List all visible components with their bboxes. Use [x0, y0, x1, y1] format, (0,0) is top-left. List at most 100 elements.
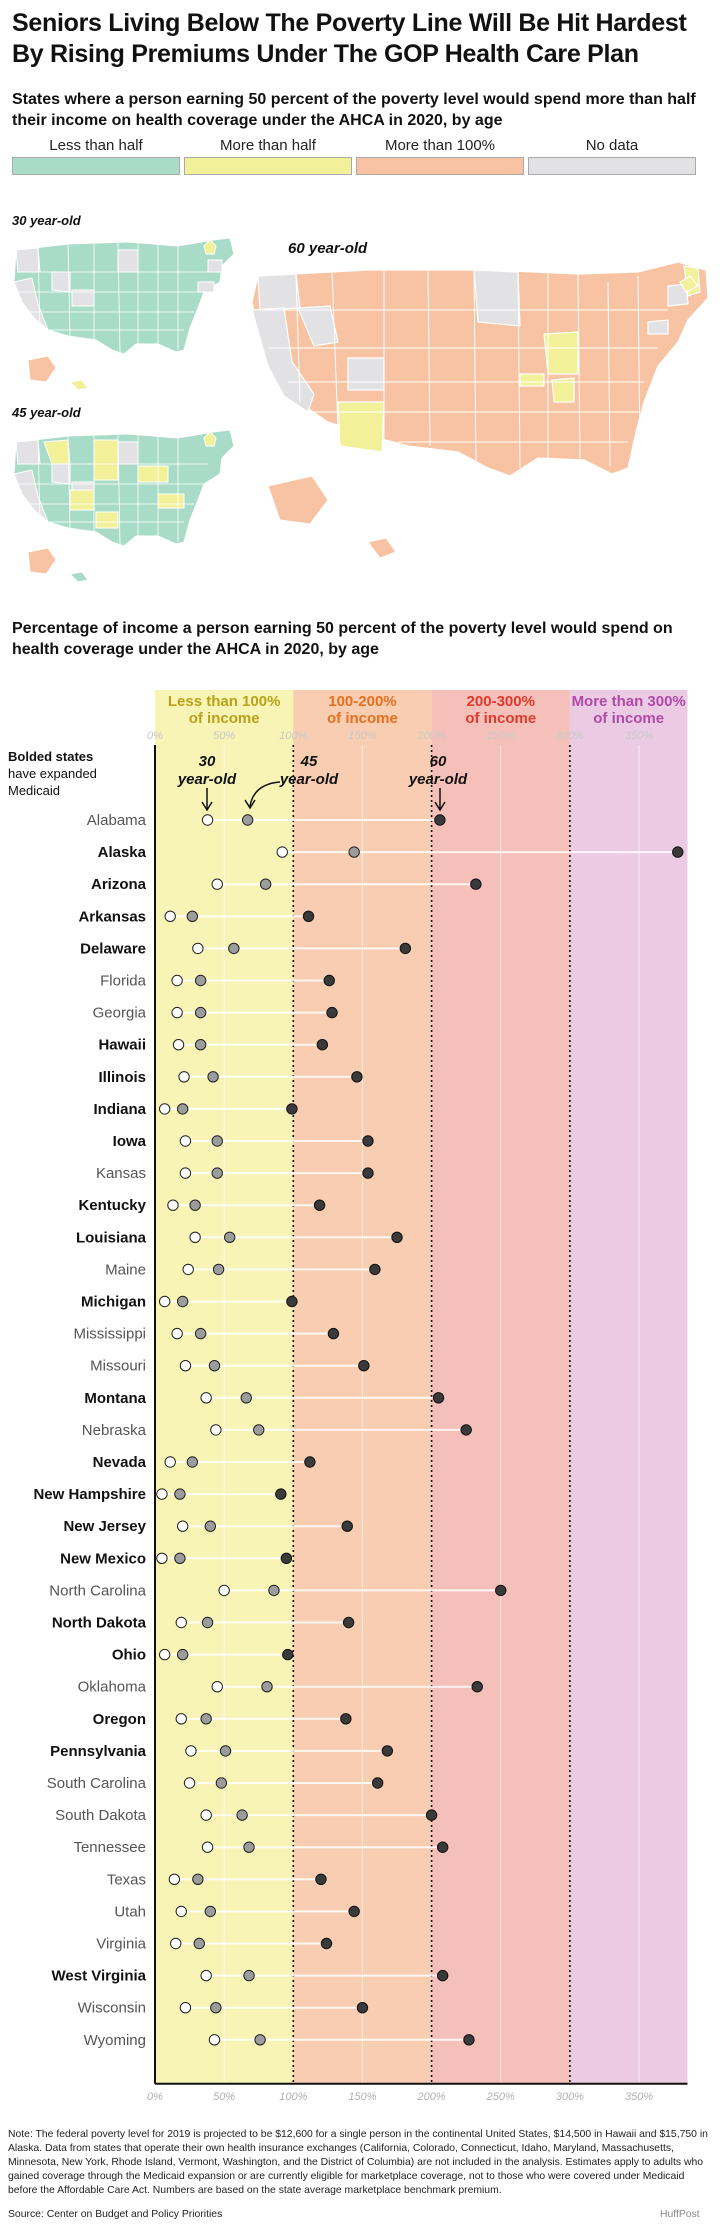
- map-label-45: 45 year-old: [12, 405, 81, 420]
- dot-45-34: [204, 1905, 217, 1918]
- state-label-1: Alaska: [98, 844, 147, 861]
- dot-45-8: [207, 1071, 219, 1083]
- dot-30-3: [164, 910, 176, 923]
- annotation-60-line1: 60: [430, 753, 447, 770]
- state-label-20: Nevada: [93, 1454, 147, 1471]
- dot-30-22: [176, 1520, 189, 1532]
- dot-30-33: [168, 1873, 181, 1886]
- dot-60-3: [302, 910, 315, 923]
- x-tick-top-3: 150%: [348, 730, 376, 742]
- dot-30-17: [179, 1360, 192, 1372]
- state-label-25: North Dakota: [52, 1615, 147, 1632]
- dot-60-29: [381, 1745, 394, 1757]
- map-subtitle: States where a person earning 50 percent…: [12, 91, 696, 129]
- state-label-13: Louisiana: [76, 1229, 147, 1246]
- dot-45-21: [174, 1488, 186, 1500]
- x-tick-top-6: 300%: [556, 730, 584, 742]
- dot-45-20: [186, 1456, 199, 1468]
- credit-logo: HuffPost: [660, 2209, 700, 2220]
- dot-30-19: [210, 1424, 222, 1436]
- state-label-26: Ohio: [112, 1647, 146, 1664]
- dot-45-27: [261, 1681, 273, 1693]
- dot-30-18: [200, 1392, 212, 1404]
- dot-60-38: [463, 2034, 475, 2046]
- x-tick-bottom-5: 250%: [486, 2091, 515, 2103]
- map-30-year-old: [13, 237, 235, 391]
- dot-30-25: [175, 1616, 187, 1629]
- annotation-30-arrowhead: [201, 801, 213, 812]
- annotation-45-arrowhead: [244, 799, 256, 810]
- state-label-0: Alabama: [87, 812, 147, 829]
- dot-60-20: [304, 1456, 316, 1468]
- dot-45-7: [194, 1039, 207, 1051]
- dot-45-33: [192, 1873, 204, 1886]
- dot-30-21: [156, 1488, 168, 1500]
- dot-30-20: [164, 1456, 176, 1468]
- dot-45-12: [189, 1199, 201, 1211]
- dot-60-34: [348, 1905, 360, 1918]
- dot-30-26: [158, 1648, 171, 1661]
- dot-60-18: [432, 1392, 445, 1404]
- x-tick-top-1: 50%: [213, 730, 235, 742]
- dot-45-9: [176, 1103, 189, 1115]
- dot-30-30: [183, 1777, 196, 1789]
- dot-45-1: [348, 846, 360, 858]
- dot-30-1: [276, 846, 288, 858]
- state-label-36: West Virginia: [52, 1968, 147, 1985]
- dot-30-23: [156, 1552, 168, 1564]
- dot-30-16: [171, 1327, 183, 1340]
- x-tick-top-0: 0%: [147, 730, 163, 742]
- state-label-24: North Carolina: [49, 1582, 146, 1599]
- dot-45-2: [259, 878, 272, 890]
- x-tick-bottom-2: 100%: [279, 2091, 307, 2103]
- dot-45-30: [215, 1777, 228, 1789]
- state-label-23: New Mexico: [60, 1550, 146, 1567]
- dot-60-6: [326, 1006, 338, 1019]
- dot-60-11: [362, 1167, 374, 1179]
- dot-45-29: [219, 1745, 232, 1757]
- state-label-19: Nebraska: [82, 1422, 147, 1439]
- dot-60-26: [282, 1648, 294, 1661]
- state-label-8: Illinois: [98, 1069, 146, 1086]
- bolded-note-line-2: have expanded: [8, 766, 97, 781]
- dot-60-2: [470, 878, 482, 890]
- dot-45-37: [210, 2002, 222, 2014]
- legend-swatch-less-half: [12, 157, 180, 175]
- dot-60-10: [362, 1135, 374, 1147]
- dot-60-15: [286, 1295, 298, 1308]
- dot-30-0: [201, 814, 214, 826]
- annotation-30-line2: year-old: [177, 771, 237, 788]
- dot-60-16: [327, 1327, 340, 1340]
- dot-45-14: [212, 1263, 225, 1276]
- dot-60-22: [341, 1520, 353, 1532]
- state-label-14: Maine: [105, 1261, 146, 1278]
- x-tick-top-2: 100%: [279, 730, 307, 742]
- x-tick-top-5: 250%: [486, 730, 515, 742]
- band-heading-3-line1: More than 300%: [572, 693, 686, 710]
- state-label-10: Iowa: [113, 1133, 147, 1150]
- legend-label-no-data: No data: [585, 137, 639, 154]
- bolded-note-line-1: Bolded states: [8, 749, 94, 764]
- annotation-45-line1: 45: [300, 753, 318, 770]
- dot-45-4: [228, 942, 240, 955]
- dot-30-7: [172, 1039, 185, 1051]
- dot-30-35: [170, 1937, 182, 1950]
- dot-30-5: [171, 974, 183, 987]
- dot-45-11: [211, 1167, 223, 1179]
- footnote: Note: The federal poverty level for 2019…: [8, 2129, 708, 2196]
- dot-30-36: [200, 1969, 212, 1982]
- dot-60-14: [369, 1263, 381, 1276]
- dot-45-26: [176, 1648, 189, 1661]
- dot-60-21: [275, 1488, 287, 1500]
- annotation-60-line2: year-old: [408, 771, 468, 788]
- dot-30-12: [167, 1199, 179, 1211]
- x-tick-bottom-1: 50%: [213, 2091, 235, 2103]
- legend-label-more-100: More than 100%: [384, 137, 496, 154]
- dot-60-9: [286, 1103, 298, 1115]
- state-label-31: South Dakota: [55, 1807, 147, 1824]
- x-tick-top-4: 200%: [417, 730, 446, 742]
- dot-45-16: [194, 1327, 207, 1340]
- state-label-37: Wisconsin: [78, 2000, 146, 2017]
- state-label-9: Indiana: [93, 1101, 146, 1118]
- bolded-note-line-3: Medicaid: [8, 783, 61, 798]
